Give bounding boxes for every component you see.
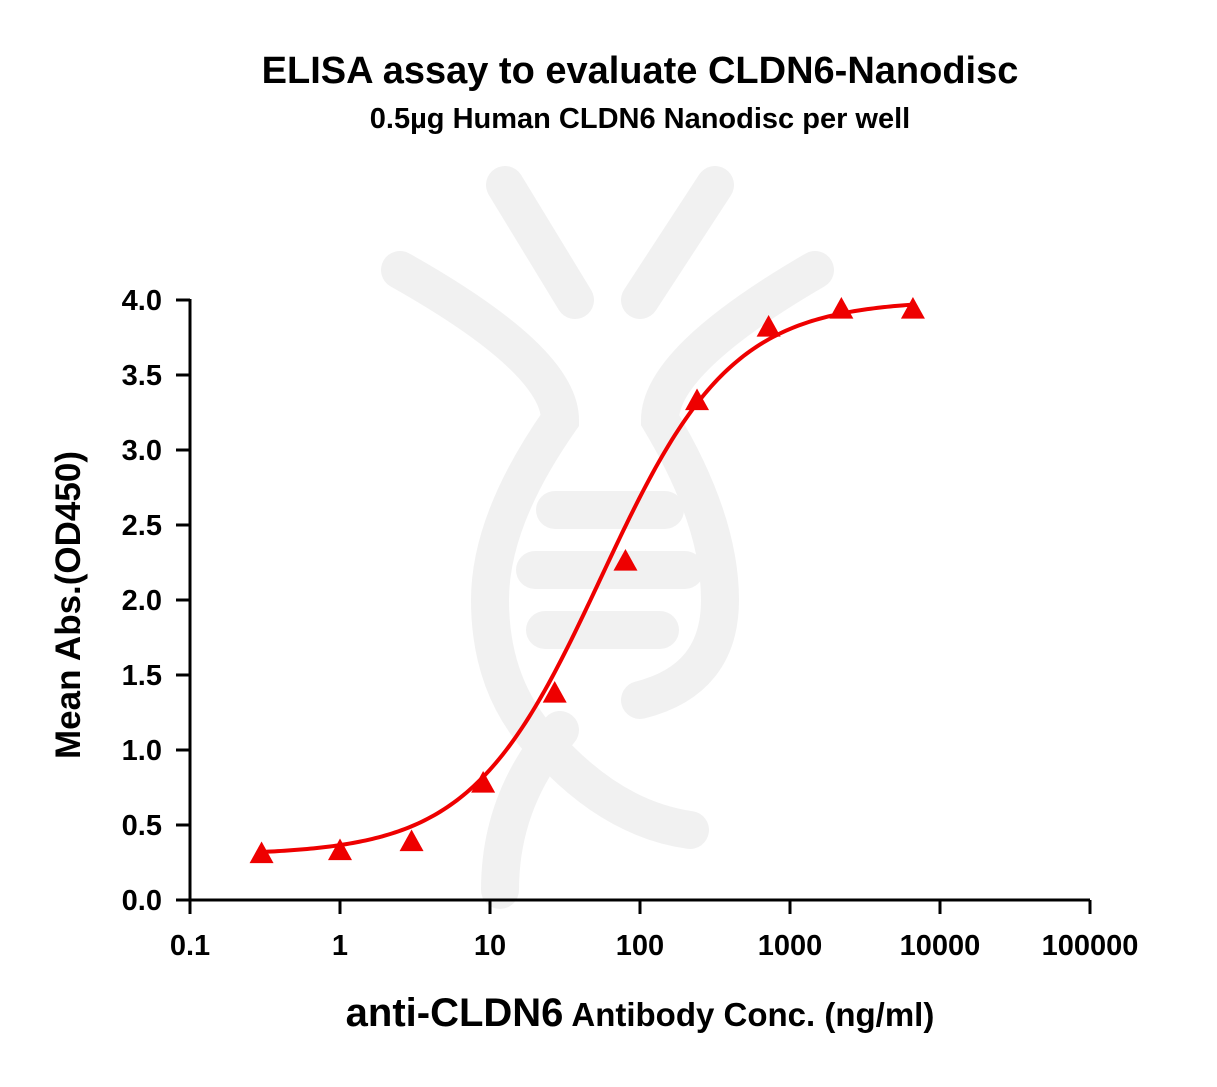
data-point-triangle: [829, 297, 854, 319]
data-point-triangle: [399, 829, 424, 852]
y-tick-label: 1.0: [122, 735, 162, 767]
x-axis-label-rest: Antibody Conc. (ng/ml): [563, 996, 934, 1033]
data-point-triangle: [249, 841, 274, 864]
fit-curve: [261, 302, 914, 854]
x-tick-label: 1: [332, 930, 348, 962]
x-axis-label-main: anti-CLDN6: [346, 991, 564, 1035]
x-tick-label: 100000: [1042, 930, 1139, 962]
data-point-triangle: [471, 771, 496, 793]
x-tick-label: 10000: [900, 930, 981, 962]
x-tick-label: 10: [474, 930, 506, 962]
chart-title: ELISA assay to evaluate CLDN6-Nanodisc: [262, 50, 1019, 92]
data-point-triangle: [900, 297, 925, 319]
x-tick-label: 1000: [758, 930, 823, 962]
y-tick-label: 2.5: [122, 510, 162, 542]
y-tick-label: 2.0: [122, 585, 162, 617]
y-tick-label: 3.5: [122, 360, 162, 392]
data-point-triangle: [328, 838, 352, 861]
data-point-triangle: [756, 315, 781, 337]
watermark-logo: [381, 166, 834, 909]
data-point-triangle: [685, 388, 710, 411]
y-axis-label: Mean Abs.(OD450): [49, 451, 88, 759]
data-point-triangle: [613, 549, 638, 571]
chart-subtitle: 0.5µg Human CLDN6 Nanodisc per well: [370, 103, 910, 135]
y-tick-label: 3.0: [122, 435, 162, 467]
x-axis-label: anti-CLDN6 Antibody Conc. (ng/ml): [346, 991, 935, 1035]
y-tick-label: 0.5: [122, 810, 162, 842]
x-tick-label: 0.1: [170, 930, 210, 962]
data-point-triangle: [542, 681, 567, 703]
x-tick-label: 100: [616, 930, 664, 962]
data-points: [249, 297, 925, 864]
y-tick-label: 1.5: [122, 660, 162, 692]
x-axis-ticks: 0.1 1 10 100 1000 10000 100000: [170, 900, 1139, 962]
y-tick-label: 4.0: [122, 285, 162, 317]
y-tick-label: 0.0: [122, 885, 162, 917]
y-axis-ticks: 0.0 0.5 1.0 1.5 2.0 2.5 3.0 3.5 4.0: [122, 285, 190, 917]
